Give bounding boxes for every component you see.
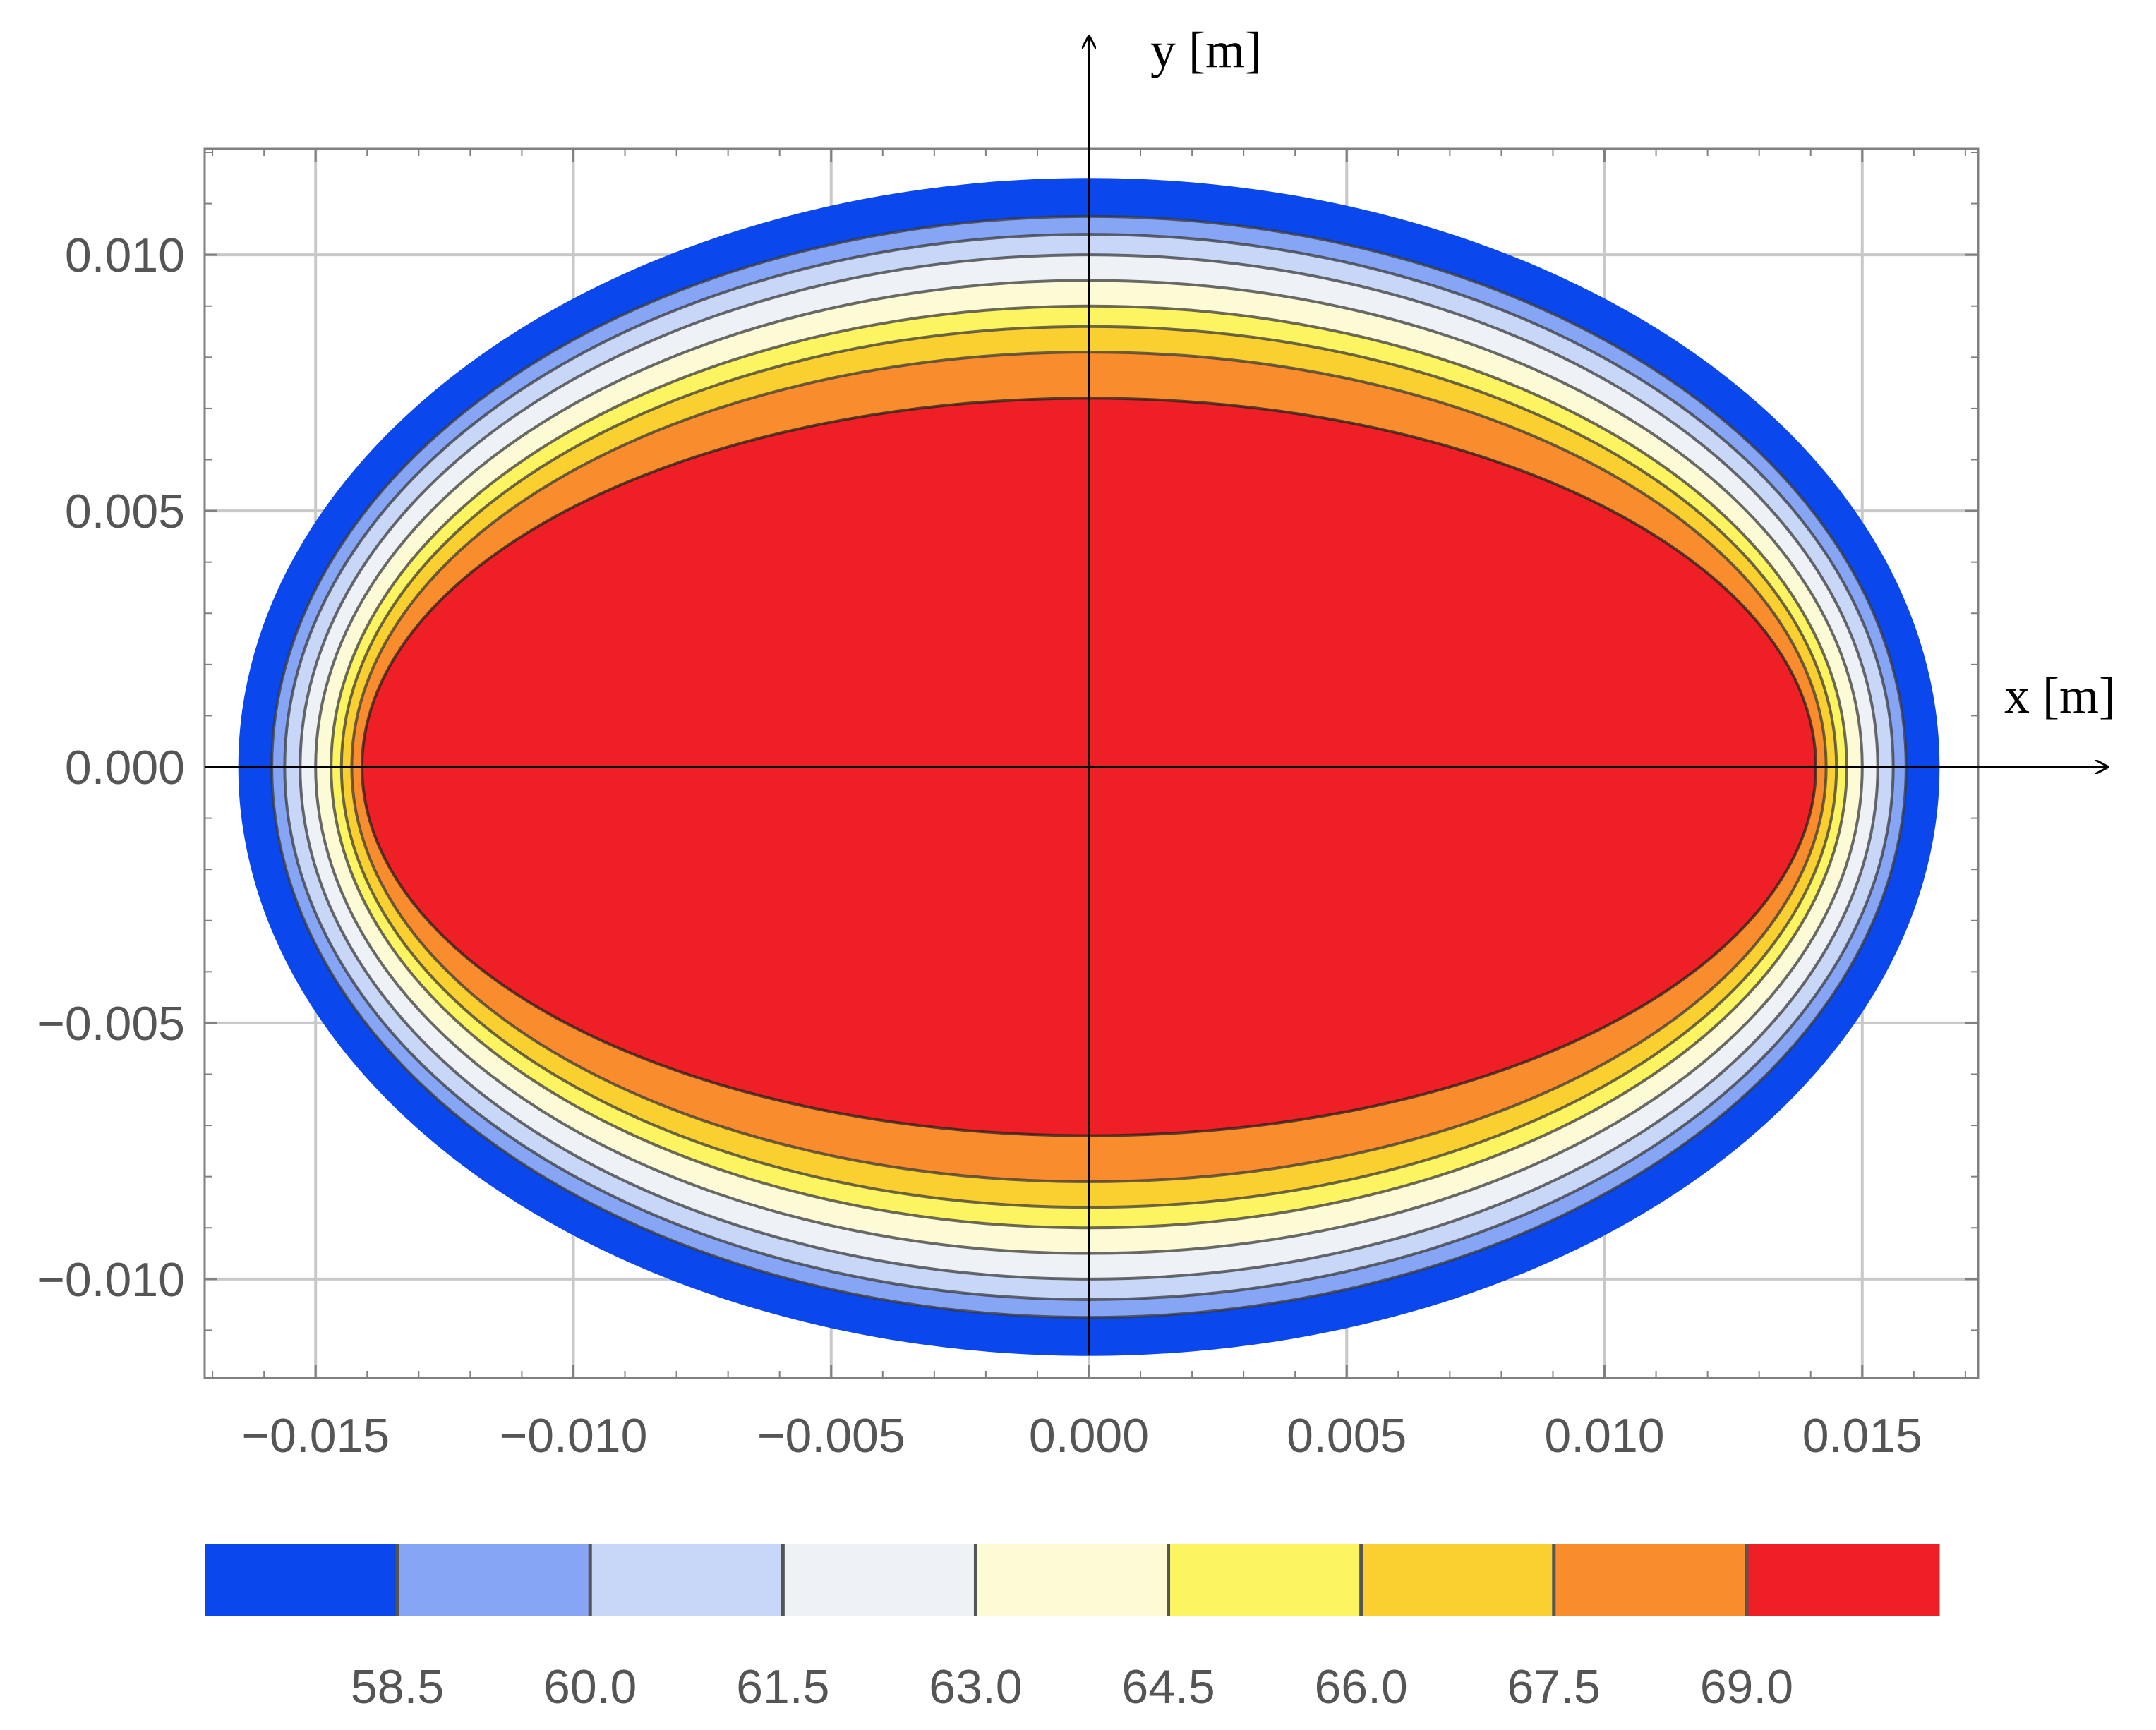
colorbar-swatch-8 bbox=[1746, 1544, 1940, 1616]
plot-area bbox=[205, 149, 1978, 1378]
colorbar-label-4: 64.5 bbox=[1121, 1660, 1215, 1714]
colorbar-label-2: 61.5 bbox=[736, 1660, 829, 1714]
colorbar: 58.5 60.0 61.5 63.0 64.5 66.0 67.5 69.0 bbox=[205, 1544, 1940, 1714]
colorbar-label-6: 67.5 bbox=[1507, 1660, 1601, 1714]
y-tick-label-0: −0.010 bbox=[37, 1253, 185, 1307]
axes: −0.015 −0.010 −0.005 0.000 0.005 0.010 0.015 −0… bbox=[37, 22, 2116, 1463]
colorbar-label-1: 60.0 bbox=[543, 1660, 637, 1714]
x-tick-label-6: 0.015 bbox=[1802, 1409, 1922, 1463]
colorbar-label-0: 58.5 bbox=[351, 1660, 444, 1714]
x-tick-label-1: −0.010 bbox=[500, 1409, 648, 1463]
x-tick-label-0: −0.015 bbox=[241, 1409, 390, 1463]
x-axis-label: x [m] bbox=[2004, 667, 2116, 724]
y-tick-label-3: 0.005 bbox=[65, 485, 185, 538]
x-tick-label-4: 0.005 bbox=[1287, 1409, 1407, 1463]
colorbar-swatch-7 bbox=[1553, 1544, 1747, 1616]
x-tick-label-5: 0.010 bbox=[1544, 1409, 1664, 1463]
colorbar-swatch-0 bbox=[205, 1544, 398, 1616]
y-tick-label-2: 0.000 bbox=[65, 741, 185, 794]
y-axis-label: y [m] bbox=[1150, 22, 1262, 78]
colorbar-label-7: 69.0 bbox=[1700, 1660, 1793, 1714]
colorbar-swatch-6 bbox=[1361, 1544, 1555, 1616]
x-tick-label-2: −0.005 bbox=[757, 1409, 905, 1463]
colorbar-label-5: 66.0 bbox=[1314, 1660, 1407, 1714]
y-tick-label-1: −0.005 bbox=[37, 997, 185, 1051]
colorbar-label-3: 63.0 bbox=[929, 1660, 1022, 1714]
plot-frame bbox=[203, 147, 1980, 1379]
colorbar-swatch-2 bbox=[590, 1544, 783, 1616]
colorbar-swatch-1 bbox=[397, 1544, 591, 1616]
colorbar-swatch-3 bbox=[783, 1544, 976, 1616]
colorbar-swatch-5 bbox=[1168, 1544, 1362, 1616]
y-tick-label-4: 0.010 bbox=[65, 229, 185, 282]
colorbar-swatch-4 bbox=[975, 1544, 1169, 1616]
x-tick-label-3: 0.000 bbox=[1029, 1409, 1149, 1463]
